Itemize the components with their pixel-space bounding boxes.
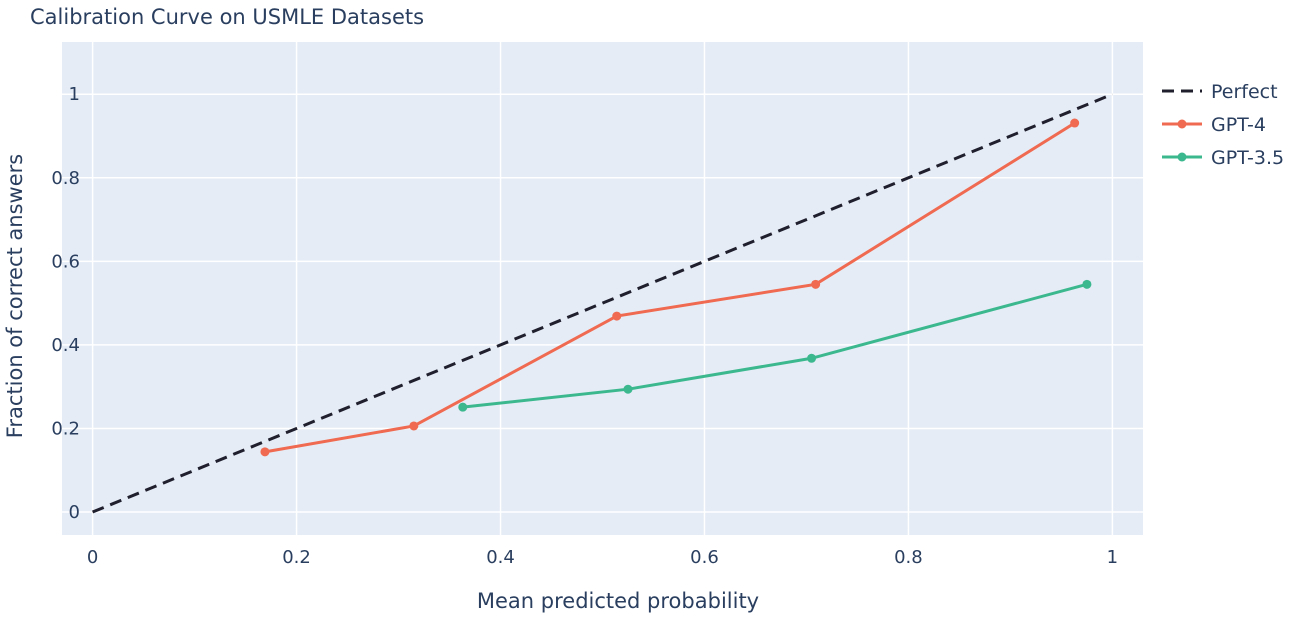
data-point [612,311,622,321]
y-axis-label: Fraction of correct answers [3,154,27,438]
legend-label: GPT-3.5 [1211,147,1284,169]
legend-label: GPT-4 [1211,114,1266,136]
x-tick-label: 0.4 [486,547,515,568]
legend-marker [1177,119,1187,129]
data-point [811,279,821,289]
x-tick-label: 0 [87,547,98,568]
data-point [458,402,468,412]
data-point [409,421,419,431]
x-tick-label: 0.8 [894,547,923,568]
x-tick-label: 1 [1107,547,1118,568]
legend-marker [1177,152,1187,162]
y-tick-label: 0.8 [51,168,80,189]
data-point [623,384,633,394]
y-tick-label: 1 [69,84,80,105]
y-tick-label: 0.2 [51,418,80,439]
legend-label: Perfect [1211,81,1278,103]
data-point [260,447,270,457]
data-point [1070,118,1080,128]
x-axis-label: Mean predicted probability [477,589,759,613]
data-point [1082,279,1092,289]
plot-area [62,42,1143,535]
chart-title: Calibration Curve on USMLE Datasets [30,5,424,29]
series-line-gpt-3-5 [462,282,1088,409]
x-tick-label: 0.2 [282,547,311,568]
y-tick-label: 0 [69,502,80,523]
y-tick-label: 0.4 [51,335,80,356]
y-tick-label: 0.6 [51,251,80,272]
series-line-perfect [92,92,1113,514]
x-tick-label: 0.6 [690,547,719,568]
data-point [807,353,817,363]
